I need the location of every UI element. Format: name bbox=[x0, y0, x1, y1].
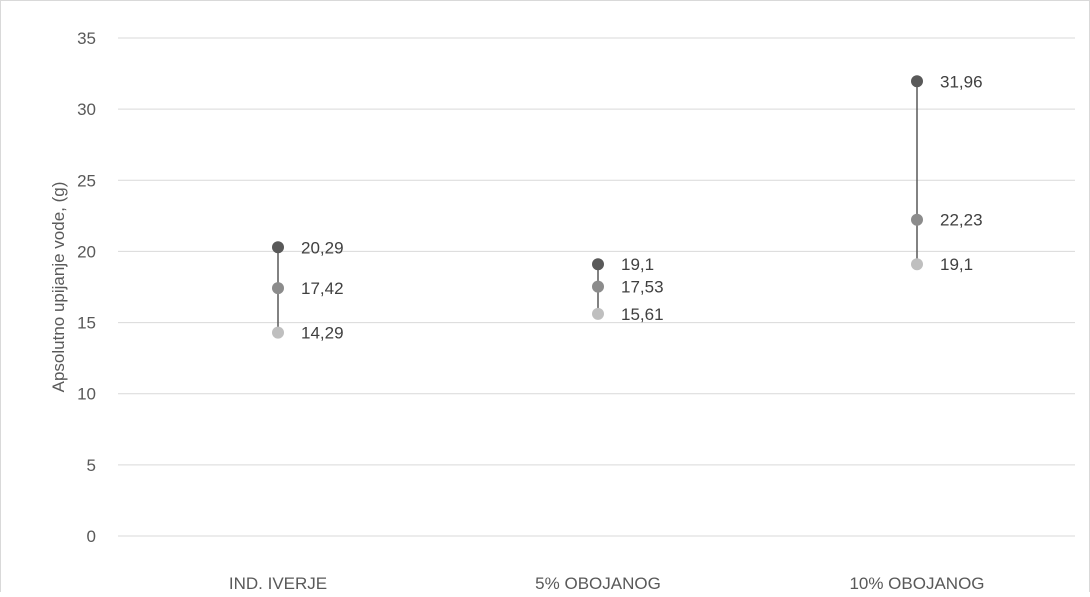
data-label-s1-c3: 31,96 bbox=[940, 72, 983, 91]
y-tick-label-20: 20 bbox=[77, 242, 96, 261]
data-point-s2-c1 bbox=[272, 282, 284, 294]
y-axis-label: Apsolutno upijanje vode, (g) bbox=[49, 182, 68, 393]
y-tick-label-30: 30 bbox=[77, 100, 96, 119]
y-tick-label-10: 10 bbox=[77, 385, 96, 404]
data-label-s3-c2: 15,61 bbox=[621, 305, 664, 324]
data-label-s2-c3: 22,23 bbox=[940, 211, 983, 230]
x-category-label-1: IND. IVERJE bbox=[229, 574, 327, 592]
data-label-s3-c1: 14,29 bbox=[301, 324, 344, 343]
data-label-s1-c1: 20,29 bbox=[301, 238, 344, 257]
y-tick-label-25: 25 bbox=[77, 171, 96, 190]
x-category-label-2: 5% OBOJANOG bbox=[535, 574, 661, 592]
data-point-s1-c1 bbox=[272, 241, 284, 253]
data-label-s1-c2: 19,1 bbox=[621, 255, 654, 274]
data-label-s2-c1: 17,42 bbox=[301, 279, 344, 298]
y-tick-label-15: 15 bbox=[77, 314, 96, 333]
data-point-s2-c2 bbox=[592, 281, 604, 293]
data-point-s1-c3 bbox=[911, 75, 923, 87]
y-tick-label-0: 0 bbox=[87, 527, 96, 546]
data-label-s2-c2: 17,53 bbox=[621, 278, 664, 297]
data-point-s1-c2 bbox=[592, 258, 604, 270]
data-point-s3-c2 bbox=[592, 308, 604, 320]
data-point-s3-c3 bbox=[911, 258, 923, 270]
data-point-s3-c1 bbox=[272, 327, 284, 339]
data-point-s2-c3 bbox=[911, 214, 923, 226]
x-category-label-3: 10% OBOJANOG bbox=[849, 574, 984, 592]
data-label-s3-c3: 19,1 bbox=[940, 255, 973, 274]
y-tick-label-35: 35 bbox=[77, 29, 96, 48]
y-tick-label-5: 5 bbox=[87, 456, 96, 475]
